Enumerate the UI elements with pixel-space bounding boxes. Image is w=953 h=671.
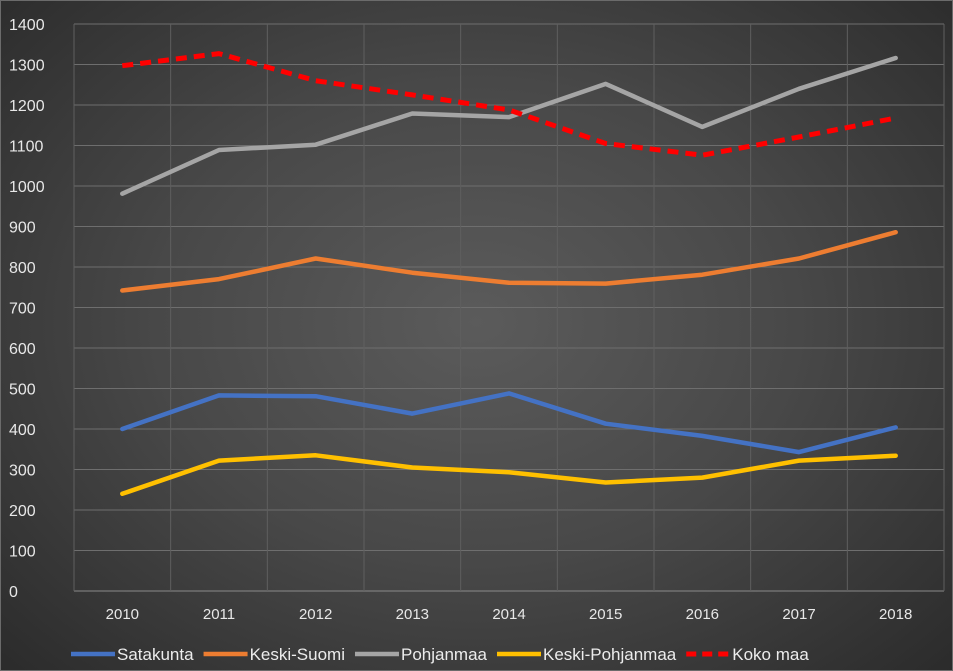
y-tick-label: 0 [9, 584, 18, 601]
legend-entry: Satakunta [71, 645, 194, 664]
series-line-1 [122, 393, 895, 452]
legend-label: Keski-Pohjanmaa [543, 645, 677, 664]
legend-label: Satakunta [117, 645, 194, 664]
y-tick-label: 1300 [9, 58, 45, 75]
y-tick-label: 700 [9, 301, 36, 318]
x-tick-label: 2016 [686, 606, 719, 623]
y-tick-label: 800 [9, 260, 36, 277]
y-tick-label: 1000 [9, 179, 45, 196]
series-lines [120, 51, 898, 496]
x-tick-label: 2012 [299, 606, 332, 623]
y-tick-label: 500 [9, 382, 36, 399]
legend-entry: Koko maa [686, 645, 809, 664]
y-tick-label: 200 [9, 503, 36, 520]
legend-entry: Keski-Pohjanmaa [497, 645, 677, 664]
legend: Satakunta Keski-Suomi Pohjanmaa Keski-Pohja… [71, 645, 809, 664]
y-tick-label: 300 [9, 463, 36, 480]
y-tick-label: 1100 [9, 139, 44, 156]
y-axis-tick-labels: 0 100 200 300 400 500 600 700 800 900 1000 1100 1200… [9, 17, 45, 601]
legend-entry: Pohjanmaa [355, 645, 488, 664]
legend-entry: Keski-Suomi [204, 645, 345, 664]
y-tick-label: 100 [9, 544, 36, 561]
legend-label: Pohjanmaa [401, 645, 488, 664]
x-tick-label: 2013 [396, 606, 429, 623]
x-tick-label: 2017 [782, 606, 815, 623]
series-line-3 [122, 58, 895, 194]
y-tick-label: 1400 [9, 17, 45, 34]
x-axis-tick-labels: 2010 2011 2012 2013 2014 2015 2016 2017 2018 [106, 606, 913, 623]
legend-label: Keski-Suomi [250, 645, 345, 664]
legend-label: Koko maa [732, 645, 809, 664]
x-tick-label: 2011 [203, 606, 235, 623]
x-tick-label: 2015 [589, 606, 622, 623]
series-line-5 [122, 54, 895, 156]
x-tick-label: 2010 [106, 606, 139, 623]
y-tick-label: 900 [9, 220, 36, 237]
y-tick-label: 400 [9, 422, 36, 439]
x-tick-label: 2018 [879, 606, 912, 623]
y-tick-label: 600 [9, 341, 36, 358]
x-tick-label: 2014 [492, 606, 525, 623]
y-tick-label: 1200 [9, 98, 45, 115]
